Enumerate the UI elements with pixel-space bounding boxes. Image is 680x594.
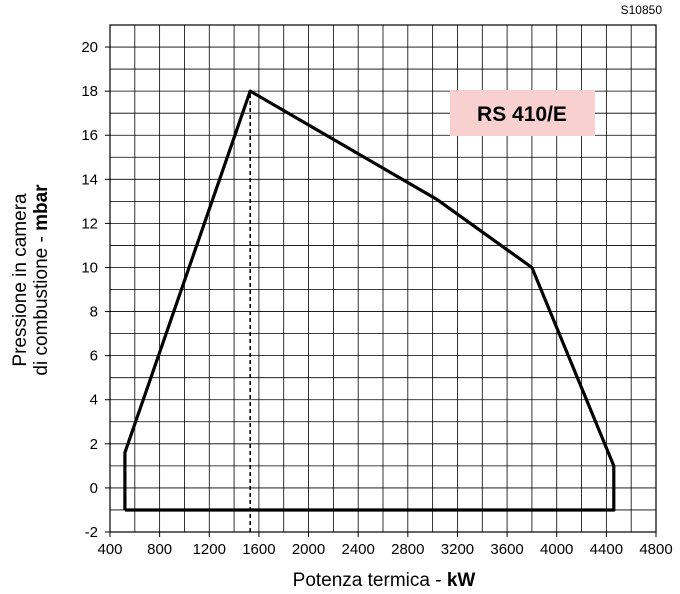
y-tick-label: 14 (81, 171, 98, 188)
y-axis-title-line2: di combustione - mbar (31, 184, 52, 376)
y-tick-label: 20 (81, 39, 98, 56)
x-tick-label: 4400 (590, 541, 623, 558)
model-label-background (450, 90, 595, 136)
y-tick-label: 4 (90, 392, 98, 409)
y-axis-unit: mbar (31, 184, 52, 231)
x-tick-label: 3200 (441, 541, 474, 558)
x-axis-unit: kW (447, 570, 476, 591)
y-tick-labels: -2 0 2 4 6 8 10 12 14 16 18 20 (81, 39, 98, 541)
x-tick-label: 1200 (193, 541, 226, 558)
working-field-outline (123, 89, 616, 512)
y-tick-label: 8 (90, 304, 98, 321)
y-tick-label: -2 (85, 524, 98, 541)
x-axis-title-text: Potenza termica - (293, 570, 447, 591)
grid-major (105, 46, 657, 537)
y-tick-label: 6 (90, 348, 98, 365)
x-tick-label: 2800 (391, 541, 424, 558)
x-tick-label: 400 (97, 541, 122, 558)
x-tick-label: 1600 (242, 541, 275, 558)
y-tick-label: 2 (90, 436, 98, 453)
x-tick-label: 4800 (639, 541, 672, 558)
x-tick-label: 2000 (292, 541, 325, 558)
plot-frame (109, 24, 657, 533)
y-tick-label: 12 (81, 215, 98, 232)
figure-code: S10850 (620, 3, 662, 17)
x-tick-label: 800 (147, 541, 172, 558)
series-group (123, 89, 616, 512)
x-axis-title: Potenza termica - kW (293, 570, 476, 591)
y-axis-title-line1: Pressione in camera (10, 193, 31, 367)
y-tick-label: 16 (81, 127, 98, 144)
y-axis-title-line2-text: di combustione - (31, 231, 52, 376)
x-tick-label: 2400 (341, 541, 374, 558)
model-label: RS 410/E (477, 103, 567, 126)
x-tick-label: 3600 (490, 541, 523, 558)
model-label-box: RS 410/E (450, 90, 595, 136)
x-tick-labels: 400 800 1200 1600 2000 2400 2800 3200 3600 4000 44… (97, 541, 672, 558)
y-tick-label: 0 (90, 480, 98, 497)
y-tick-label: 10 (81, 259, 98, 276)
x-tick-label: 4000 (540, 541, 573, 558)
y-tick-label: 18 (81, 83, 98, 100)
